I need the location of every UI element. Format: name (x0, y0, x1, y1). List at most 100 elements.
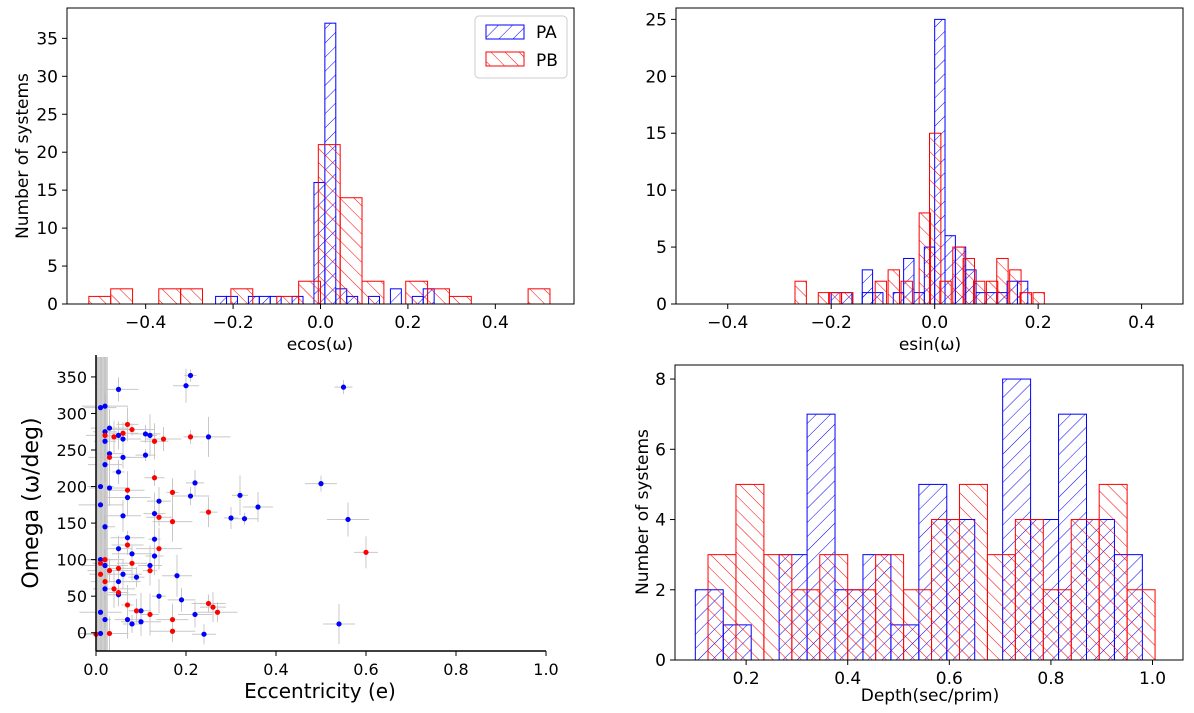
bar-pb (952, 246, 965, 305)
y-tick-label: 20 (645, 67, 667, 87)
x-tick-label: 1.0 (1139, 669, 1166, 689)
bar-pb (317, 144, 341, 305)
y-axis-label: Number of systems (633, 429, 653, 595)
y-tick-label: 150 (56, 514, 87, 533)
bar-pb (110, 288, 134, 305)
point-pb (124, 487, 131, 493)
bar-pb (735, 483, 765, 661)
point-pa (241, 516, 248, 522)
point-pb (97, 560, 104, 566)
y-tick-label: 100 (56, 551, 87, 570)
bar-pb (900, 280, 913, 305)
x-tick-label: 1.0 (533, 660, 558, 679)
bar-pb (996, 257, 1009, 305)
x-tick-label: −0.4 (707, 313, 748, 333)
point-pb (169, 489, 176, 496)
point-pa (255, 504, 261, 510)
bar-pb (1070, 519, 1100, 661)
bar-pa (215, 295, 228, 305)
bar-pb (817, 292, 831, 305)
point-pa (151, 536, 158, 542)
point-pa (178, 597, 185, 603)
bar-pb (88, 295, 112, 305)
y-tick-label: 10 (645, 181, 667, 201)
x-tick-label: 0.0 (83, 660, 108, 679)
x-tick-label: 0.0 (307, 313, 334, 333)
point-pa (187, 372, 194, 379)
point-pa (102, 462, 108, 468)
x-tick-label: −0.2 (811, 313, 852, 333)
point-pb (115, 589, 122, 596)
bar-pb (887, 269, 900, 305)
bar-pb (939, 280, 952, 305)
bar-pb (986, 554, 1016, 661)
point-pb (156, 514, 162, 520)
point-pa (228, 515, 234, 521)
bar-pb (1098, 483, 1128, 661)
point-pa (97, 405, 104, 411)
point-pa (192, 611, 198, 618)
x-tick-label: 0.6 (936, 669, 963, 689)
point-pb (169, 519, 176, 525)
x-tick-label: 0.4 (1128, 313, 1155, 333)
x-axis-label: Eccentricity (e) (244, 679, 396, 703)
point-pa (129, 621, 135, 627)
point-pb (111, 434, 117, 440)
point-pa (124, 535, 131, 541)
y-tick-label: 30 (36, 67, 58, 87)
point-pa (115, 432, 122, 438)
y-tick-label: 8 (655, 370, 666, 390)
point-pa (340, 384, 347, 390)
bar-pb (1042, 589, 1072, 661)
y-tick-label: 4 (655, 511, 666, 531)
point-pa (97, 557, 104, 563)
panel-depth-histogram: 0.2 0.4 0.6 0.8 1.0 0 2 4 6 8 Depth(sec/prim) Num… (633, 364, 1184, 706)
point-pb (151, 475, 158, 481)
x-tick-label: −0.4 (125, 313, 166, 333)
legend-label-pa: PA (536, 23, 557, 43)
bar-pb (427, 288, 450, 305)
x-tick-label: 0.8 (443, 660, 468, 679)
point-pa (138, 608, 144, 614)
bar-pb (1019, 292, 1032, 305)
bar-pb (819, 554, 849, 661)
point-pb (106, 454, 113, 460)
point-pa (102, 524, 108, 530)
point-pa (142, 452, 149, 458)
bar-pb (230, 288, 254, 305)
bar-pa (258, 295, 271, 305)
point-pa (115, 578, 122, 585)
bar-pb (361, 280, 385, 305)
bar-pb (794, 280, 807, 305)
point-pa (318, 481, 324, 487)
point-pb (97, 571, 104, 577)
y-tick-label: 0 (47, 295, 58, 315)
bar-pb (962, 257, 976, 305)
bar-pb (985, 280, 999, 305)
legend: PA PB (474, 15, 568, 79)
point-pa (120, 436, 126, 442)
point-pb (210, 604, 216, 610)
plot-frame (674, 364, 1184, 661)
point-pa (97, 630, 104, 637)
y-tick-label: 200 (56, 478, 87, 497)
bar-pb (276, 295, 300, 305)
legend-swatch-pa (485, 24, 525, 40)
point-pb (111, 586, 117, 592)
bar-pb (763, 554, 793, 661)
bar-pb (972, 280, 986, 305)
y-tick-label: 15 (645, 124, 667, 144)
bar-pb (448, 295, 472, 305)
bar-pb (903, 589, 933, 661)
point-pb (214, 609, 221, 615)
y-tick-label: 250 (56, 441, 87, 460)
y-tick-label: 0 (655, 651, 666, 671)
bar-pb (931, 519, 960, 661)
point-pb (124, 421, 131, 428)
point-pb (147, 568, 153, 574)
y-tick-label: 25 (645, 10, 667, 30)
bar-pb (1009, 269, 1022, 305)
bar-pb (841, 292, 854, 305)
y-tick-label: 350 (56, 368, 87, 387)
